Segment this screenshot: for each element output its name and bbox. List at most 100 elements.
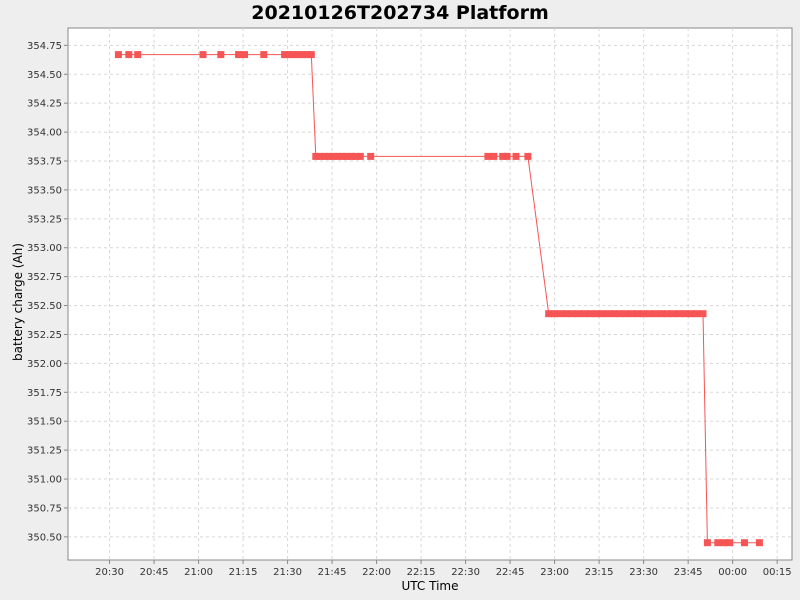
y-tick-label: 351.25	[27, 446, 62, 457]
data-point	[484, 152, 492, 160]
data-point	[503, 152, 511, 160]
data-point	[316, 152, 324, 160]
data-point	[699, 310, 707, 318]
data-point	[241, 51, 248, 59]
x-tick-label: 22:00	[362, 567, 391, 578]
x-tick-label: 23:15	[585, 567, 614, 578]
data-point	[499, 152, 507, 160]
data-point	[598, 310, 606, 318]
y-tick-label: 350.75	[27, 503, 62, 514]
data-point	[347, 152, 355, 160]
x-tick-label: 22:45	[496, 567, 525, 578]
data-point	[290, 51, 297, 59]
data-point	[330, 152, 338, 160]
data-point	[574, 310, 582, 318]
y-tick-label: 351.50	[27, 417, 62, 428]
data-point	[134, 51, 142, 59]
data-point	[557, 310, 565, 318]
series-layer	[114, 51, 763, 547]
y-tick-label: 354.00	[27, 128, 62, 139]
data-point	[580, 310, 588, 318]
data-point	[687, 310, 695, 318]
x-tick-label: 00:00	[718, 567, 747, 578]
data-point	[551, 310, 559, 318]
data-point	[657, 310, 665, 318]
data-point	[714, 539, 722, 547]
data-point	[693, 310, 701, 318]
x-tick-label: 23:30	[629, 567, 658, 578]
x-tick-label: 22:30	[451, 567, 480, 578]
data-point	[125, 51, 133, 59]
y-tick-label: 354.25	[27, 99, 62, 110]
y-tick-label: 353.00	[27, 243, 62, 254]
data-point	[114, 51, 122, 59]
data-point	[356, 152, 364, 160]
data-point	[343, 152, 351, 160]
data-point	[235, 51, 243, 59]
data-point	[563, 310, 570, 318]
data-point	[545, 310, 553, 318]
data-point	[524, 152, 532, 160]
data-point	[325, 152, 333, 160]
data-point	[634, 310, 642, 318]
y-tick-label: 354.75	[27, 41, 62, 52]
y-axis-label: battery charge (Ah)	[11, 243, 25, 361]
x-tick-label: 21:00	[184, 567, 213, 578]
data-point	[568, 310, 576, 318]
y-tick-label: 354.50	[27, 70, 62, 81]
x-tick-label: 23:45	[674, 567, 703, 578]
chart-title: 20210126T202734 Platform	[251, 2, 549, 24]
data-point	[307, 51, 315, 59]
y-tick-label: 351.00	[27, 475, 62, 486]
data-point	[592, 310, 600, 318]
data-point	[720, 539, 728, 547]
data-point	[703, 539, 711, 547]
y-tick-label: 352.25	[27, 330, 62, 341]
y-tick-label: 352.50	[27, 301, 62, 312]
x-tick-label: 20:45	[140, 567, 169, 578]
data-point	[294, 51, 302, 59]
data-point	[640, 310, 648, 318]
data-point	[741, 539, 748, 547]
data-point	[285, 51, 293, 59]
data-point	[298, 51, 306, 59]
y-tick-label: 352.00	[27, 359, 62, 370]
y-tick-label: 352.75	[27, 272, 62, 283]
data-point	[755, 539, 763, 547]
data-point	[199, 51, 207, 59]
data-point	[334, 152, 342, 160]
x-tick-label: 21:15	[229, 567, 258, 578]
data-point	[616, 310, 624, 318]
data-point	[675, 310, 683, 318]
data-point	[512, 152, 520, 160]
data-point	[663, 310, 671, 318]
data-point	[622, 310, 630, 318]
data-point	[646, 310, 654, 318]
data-point	[217, 51, 225, 59]
x-axis-label: UTC Time	[402, 579, 459, 593]
grid-layer	[68, 28, 792, 560]
data-point	[681, 310, 689, 318]
data-point	[726, 539, 734, 547]
data-point	[339, 152, 346, 160]
data-point	[628, 310, 636, 318]
data-point	[352, 152, 360, 160]
x-tick-label: 23:00	[540, 567, 569, 578]
data-point	[604, 310, 612, 318]
data-point	[490, 152, 498, 160]
plot-area	[67, 27, 793, 561]
data-point	[260, 51, 268, 59]
data-point	[312, 152, 320, 160]
y-tick-label: 353.25	[27, 214, 62, 225]
x-tick-label: 20:30	[95, 567, 124, 578]
x-tick-label: 00:15	[763, 567, 792, 578]
data-point	[652, 310, 659, 318]
y-tick-label: 353.75	[27, 157, 62, 168]
y-axis-ticks: 354.75 354.50 354.25 354.00 353.75 353.50 353.…	[27, 41, 68, 543]
data-point	[669, 310, 677, 318]
y-tick-label: 351.75	[27, 388, 62, 399]
data-point	[281, 51, 289, 59]
data-point	[303, 51, 311, 59]
